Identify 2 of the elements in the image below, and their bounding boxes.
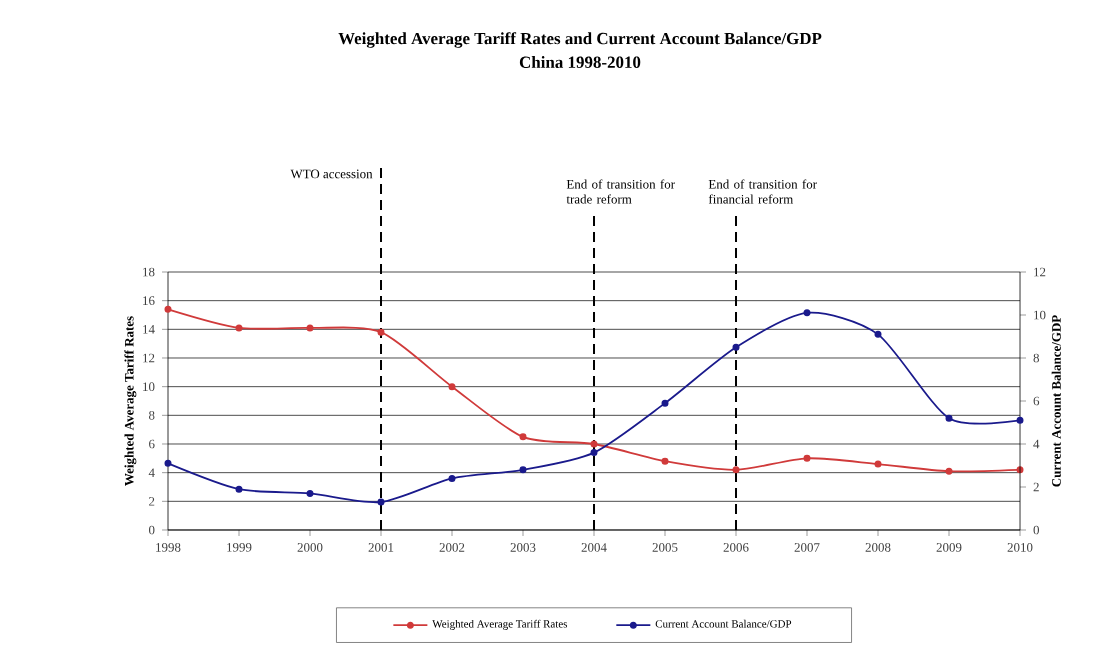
chart-title: Weighted Average Tariff Rates and Current Account Balance/GDP — [338, 32, 822, 48]
chart-subtitle: China 1998-2010 — [519, 56, 641, 68]
